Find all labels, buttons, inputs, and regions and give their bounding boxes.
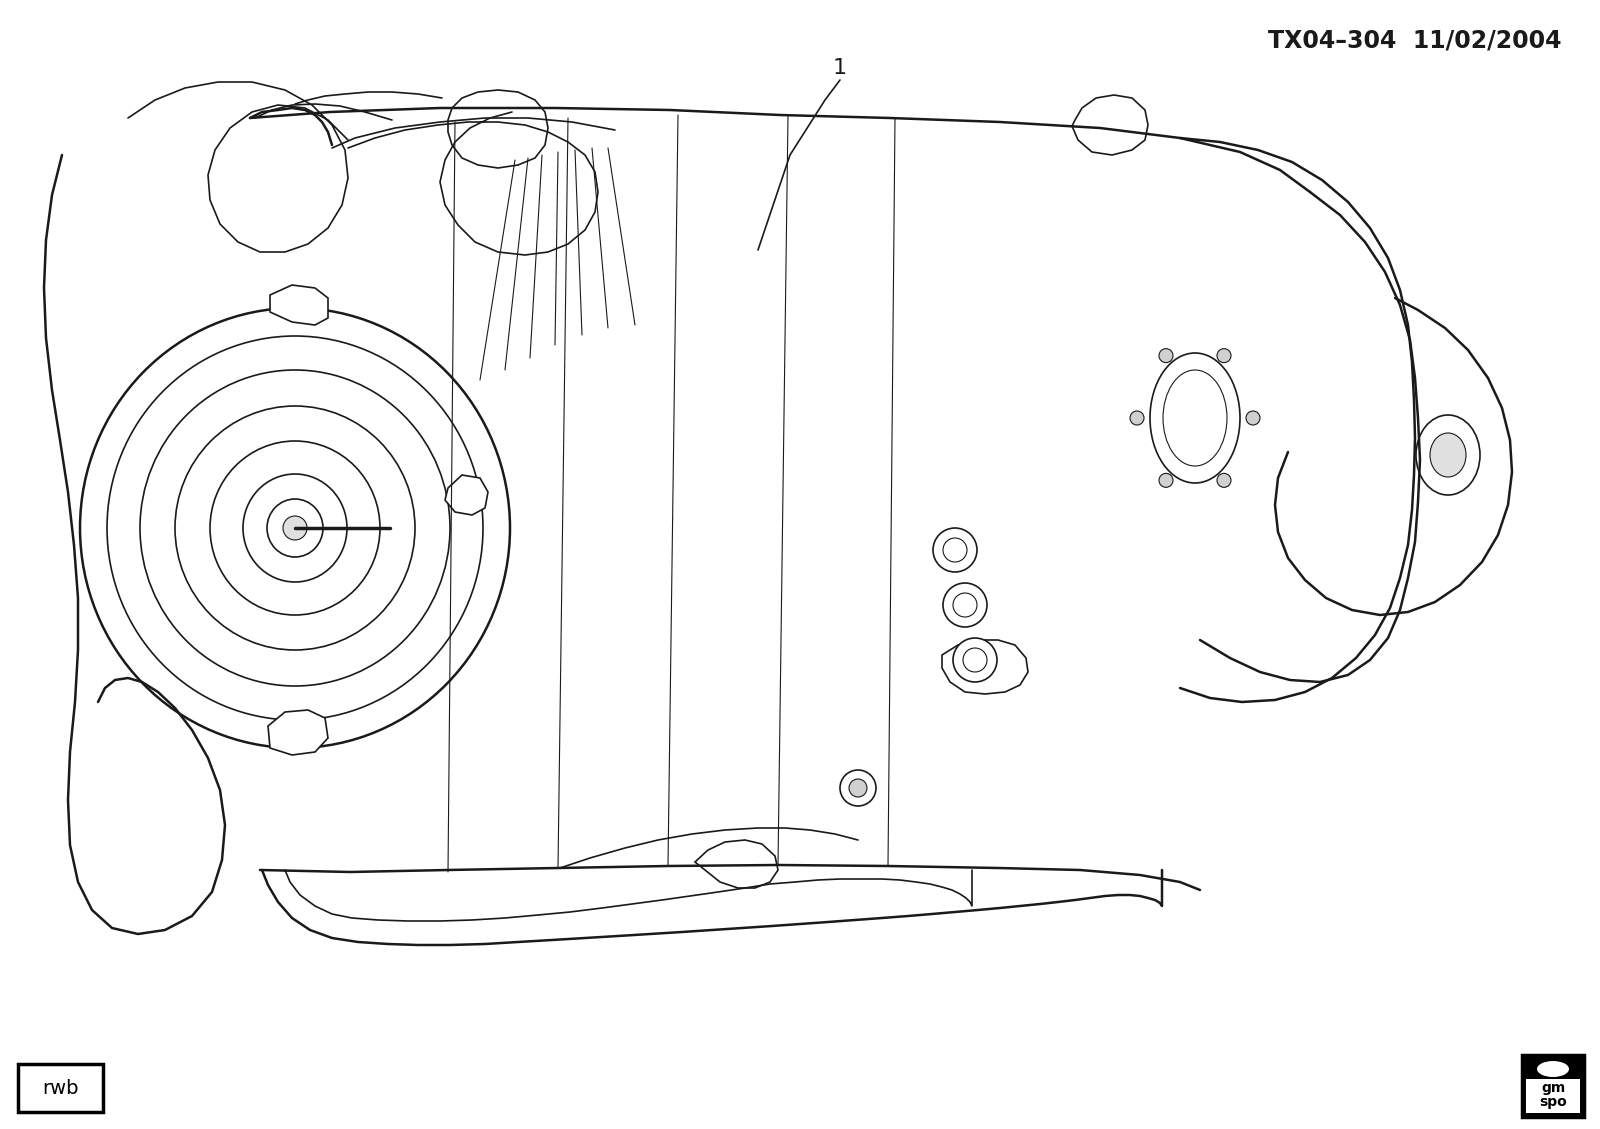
Ellipse shape: [942, 539, 966, 562]
Text: 1: 1: [834, 58, 846, 78]
Ellipse shape: [1163, 370, 1227, 466]
Ellipse shape: [954, 638, 997, 682]
Ellipse shape: [80, 308, 510, 749]
Ellipse shape: [1218, 349, 1230, 362]
Ellipse shape: [283, 516, 307, 540]
Ellipse shape: [850, 779, 867, 797]
Polygon shape: [445, 475, 488, 515]
Ellipse shape: [1158, 473, 1173, 488]
Polygon shape: [694, 840, 778, 889]
Ellipse shape: [1416, 415, 1480, 495]
Ellipse shape: [954, 593, 978, 618]
Ellipse shape: [840, 770, 877, 806]
Ellipse shape: [963, 648, 987, 672]
Ellipse shape: [141, 370, 450, 686]
FancyBboxPatch shape: [1522, 1054, 1584, 1117]
Ellipse shape: [243, 474, 347, 583]
Text: rwb: rwb: [42, 1078, 78, 1097]
Ellipse shape: [1130, 411, 1144, 425]
Ellipse shape: [267, 499, 323, 557]
Ellipse shape: [1150, 353, 1240, 483]
Polygon shape: [270, 285, 328, 325]
Ellipse shape: [1538, 1061, 1570, 1077]
Polygon shape: [942, 640, 1027, 694]
Ellipse shape: [933, 528, 978, 572]
FancyBboxPatch shape: [1526, 1059, 1581, 1113]
Ellipse shape: [1246, 411, 1261, 425]
Text: spo: spo: [1539, 1095, 1566, 1109]
FancyBboxPatch shape: [18, 1064, 102, 1112]
Polygon shape: [269, 710, 328, 755]
Text: gm: gm: [1541, 1080, 1565, 1095]
Ellipse shape: [1158, 349, 1173, 362]
Ellipse shape: [107, 336, 483, 720]
Polygon shape: [448, 90, 547, 168]
Ellipse shape: [210, 441, 381, 615]
FancyBboxPatch shape: [1526, 1059, 1581, 1079]
Text: TX04–304  11/02/2004: TX04–304 11/02/2004: [1269, 28, 1562, 52]
Ellipse shape: [174, 406, 414, 650]
Ellipse shape: [1430, 434, 1466, 476]
Polygon shape: [1072, 95, 1149, 155]
Ellipse shape: [942, 583, 987, 627]
Ellipse shape: [1218, 473, 1230, 488]
